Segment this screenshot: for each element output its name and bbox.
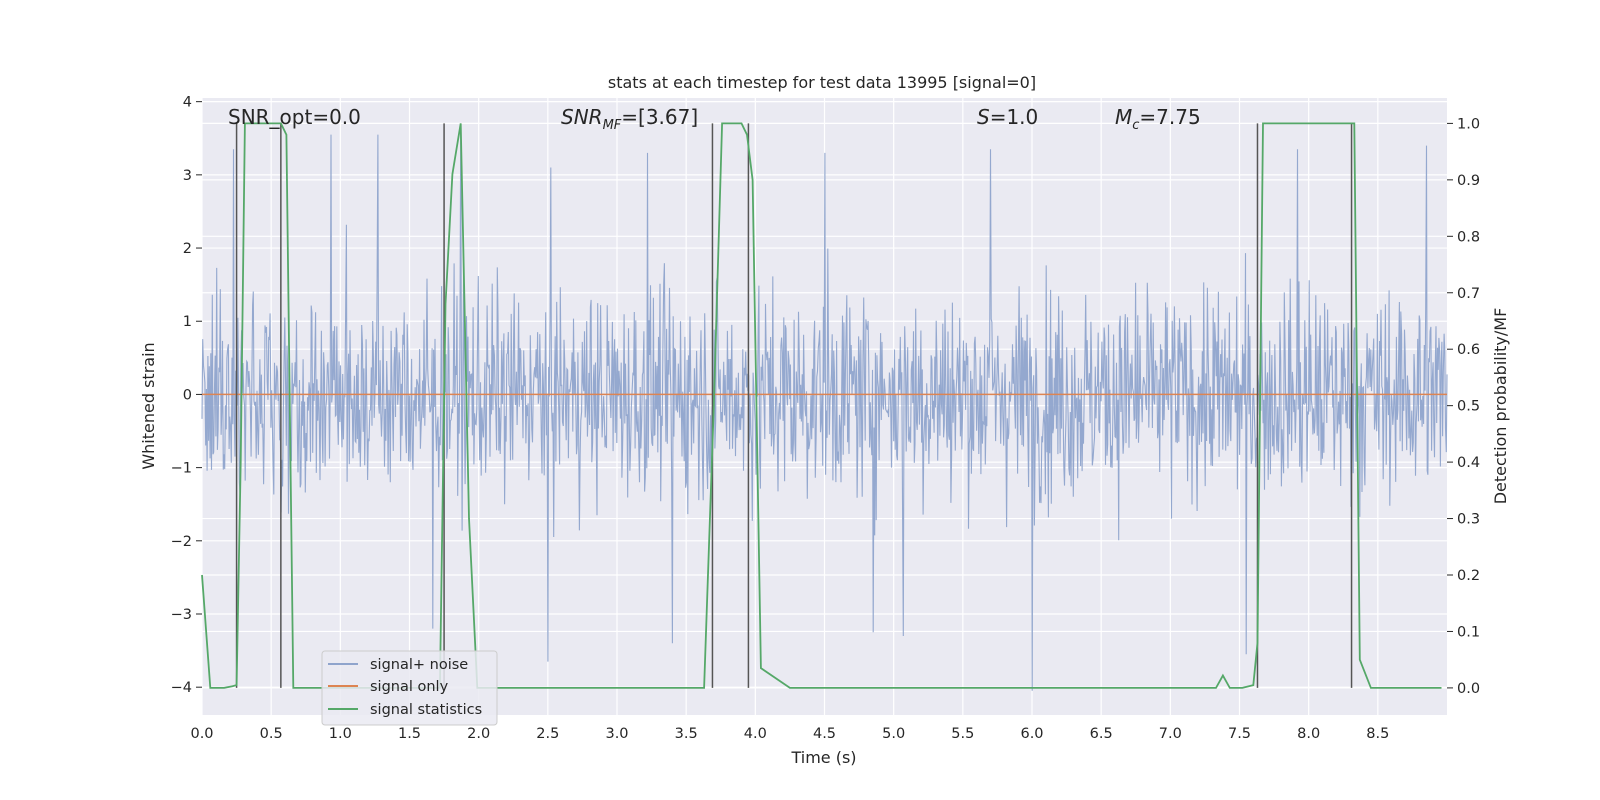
noise-series-line [201,130,1448,691]
y-tick-label: 0 [183,387,192,403]
y-right-tick-label: 0.2 [1457,568,1480,584]
x-tick-label: 0.0 [190,726,213,742]
y-axis-ticks: 4 3 2 1 0 −1 −2 −3 −4 [171,95,202,696]
y-right-tick-label: 0.4 [1457,455,1480,471]
x-tick-label: 7.5 [1228,726,1251,742]
x-tick-label: 3.0 [605,726,628,742]
x-axis-label: Time (s) [790,748,856,767]
annotation-s-symbol: S [977,105,990,129]
y-right-tick-label: 0.5 [1457,399,1480,415]
x-tick-label: 5.5 [951,726,974,742]
legend-box [321,650,498,726]
x-tick-label: 8.5 [1366,726,1389,742]
y-tick-label: 1 [183,314,192,330]
y-right-tick-label: 0.0 [1457,681,1480,697]
x-tick-label: 1.5 [398,726,421,742]
y-right-axis-label: Detection probability/MF [1491,308,1510,505]
y-right-tick-label: 0.8 [1457,229,1480,245]
annotation-snr-opt: SNR_opt=0.0 [228,105,361,129]
x-tick-label: 1.0 [329,726,352,742]
annotation-snr-mf-symbol: SNR [561,105,603,129]
annotation-snr-mf-subscript: MF [603,118,622,133]
stats-series-line [201,122,1442,689]
x-tick-label: 2.0 [467,726,490,742]
annotation-mc-value: =7.75 [1139,105,1200,129]
chart-title: stats at each timestep for test data 139… [608,73,1036,92]
x-tick-label: 0.5 [260,726,283,742]
legend-label-signal: signal only [370,679,449,695]
y-tick-label: 3 [183,168,192,184]
y-tick-label: −1 [171,461,192,477]
y-right-tick-label: 0.9 [1457,173,1480,189]
legend-label-stats: signal statistics [370,702,482,718]
annotation-s-value: =1.0 [990,105,1039,129]
y-tick-label: −2 [171,534,192,550]
x-tick-label: 4.0 [744,726,767,742]
annotation-mc-symbol: M [1115,105,1132,129]
y-right-tick-label: 0.7 [1457,286,1480,302]
x-tick-label: 4.5 [813,726,836,742]
y-tick-label: 2 [183,241,192,257]
x-tick-label: 8.0 [1297,726,1320,742]
y-tick-label: −3 [171,607,192,623]
x-tick-label: 5.0 [882,726,905,742]
y-tick-label: 4 [183,95,192,111]
x-axis-ticks: 0.0 0.5 1.0 1.5 2.0 2.5 3.0 3.5 4.0 4.5 5.0 5.5 6.0 6… [190,726,1389,742]
x-tick-label: 2.5 [536,726,559,742]
y-tick-label: −4 [171,680,192,696]
y-right-axis-ticks: 1.0 0.9 0.8 0.7 0.6 0.5 0.4 0.3 0.2 0.1 0.0 [1447,116,1480,697]
y-axis-label: Whitened strain [139,342,158,469]
annotation-mc-subscript: c [1132,118,1139,133]
x-tick-label: 7.0 [1159,726,1182,742]
legend: signal+ noise signal only signal statist… [321,650,498,726]
x-tick-label: 3.5 [675,726,698,742]
x-tick-label: 6.5 [1090,726,1113,742]
y-right-tick-label: 0.3 [1457,512,1480,528]
annotation-snr-mf: SNRMF=[3.67] [561,105,698,133]
data-layer [201,122,1448,691]
annotation-s: S=1.0 [977,105,1038,129]
y-right-tick-label: 0.6 [1457,342,1480,358]
y-right-tick-label: 1.0 [1457,116,1480,132]
annotation-snr-mf-value: =[3.67] [621,105,698,129]
legend-label-noise: signal+ noise [370,657,468,673]
annotation-mc: Mc=7.75 [1115,105,1201,133]
x-tick-label: 6.0 [1020,726,1043,742]
y-right-tick-label: 0.1 [1457,624,1480,640]
